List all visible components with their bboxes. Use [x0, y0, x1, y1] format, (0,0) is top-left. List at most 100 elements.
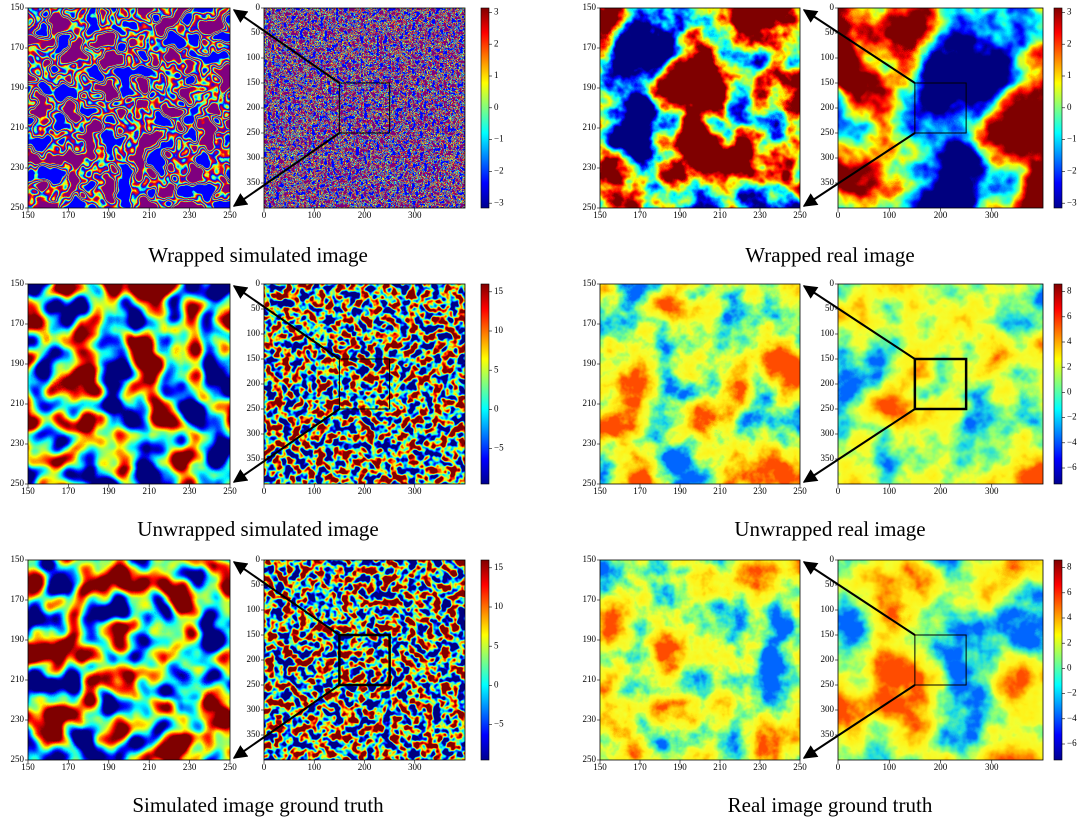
x-tick-label: 190	[102, 210, 116, 220]
y-tick-label: 100	[247, 604, 261, 614]
x-tick-label: 230	[753, 210, 767, 220]
colorbar-tick-label: −2	[1067, 165, 1077, 175]
y-tick-label: 200	[821, 378, 835, 388]
y-tick-label: 150	[821, 353, 835, 363]
colorbar-tick-label: −3	[1067, 197, 1077, 207]
x-tick-label: 230	[753, 486, 767, 496]
caption: Simulated image ground truth	[132, 793, 384, 817]
colorbar-tick-label: 2	[1067, 38, 1072, 48]
colorbar-tick-label: −6	[1067, 462, 1077, 472]
x-tick-label: 0	[836, 210, 841, 220]
y-tick-label: 150	[247, 629, 261, 639]
y-tick-label: 0	[830, 2, 835, 12]
x-tick-label: 300	[408, 486, 422, 496]
y-tick-label: 350	[821, 177, 835, 187]
colorbar-tick-label: −5	[494, 443, 504, 453]
colorbar-tick-label: −4	[1067, 713, 1077, 723]
y-tick-label: 150	[247, 353, 261, 363]
x-tick-label: 190	[102, 762, 116, 772]
y-tick-label: 350	[247, 177, 261, 187]
y-tick-label: 250	[247, 127, 261, 137]
x-tick-label: 170	[633, 762, 647, 772]
colorbar-tick-label: 2	[494, 38, 499, 48]
colorbar-tick-label: 5	[494, 364, 499, 374]
page: {"panels": [ {"caption": "Wrapped simula…	[0, 0, 1082, 819]
figure: 1501701902102302501501701902102302500100…	[0, 0, 1082, 819]
colorbar-tick-label: 1	[1067, 70, 1072, 80]
y-tick-label: 250	[821, 127, 835, 137]
y-tick-label: 150	[247, 77, 261, 87]
x-tick-label: 200	[358, 762, 372, 772]
y-tick-label: 190	[583, 82, 597, 92]
colorbar-tick-label: −2	[1067, 688, 1077, 698]
full-image	[838, 284, 1043, 484]
panel: 1501701902102302501501701902102302500100…	[583, 278, 1078, 541]
full-image	[264, 284, 465, 484]
colorbar-tick-label: −1	[494, 134, 504, 144]
y-tick-label: 230	[11, 162, 25, 172]
x-tick-label: 210	[142, 486, 156, 496]
colorbar-tick-label: −2	[494, 165, 504, 175]
colorbar-tick-label: −4	[1067, 437, 1077, 447]
x-tick-label: 300	[408, 762, 422, 772]
caption: Wrapped real image	[745, 243, 914, 267]
y-tick-label: 190	[11, 82, 25, 92]
colorbar	[481, 560, 489, 760]
x-tick-label: 100	[308, 210, 322, 220]
y-tick-label: 350	[821, 729, 835, 739]
caption: Real image ground truth	[728, 793, 933, 817]
y-tick-label: 0	[256, 278, 261, 288]
y-tick-label: 150	[821, 629, 835, 639]
x-tick-label: 250	[223, 210, 237, 220]
colorbar-tick-label: −1	[1067, 134, 1077, 144]
y-tick-label: 150	[583, 554, 597, 564]
y-tick-label: 350	[247, 729, 261, 739]
colorbar-tick-label: 3	[1067, 6, 1072, 16]
y-tick-label: 250	[247, 679, 261, 689]
x-tick-label: 200	[934, 762, 948, 772]
x-tick-label: 190	[102, 486, 116, 496]
colorbar-tick-label: 4	[1067, 612, 1072, 622]
x-tick-label: 210	[142, 762, 156, 772]
y-tick-label: 210	[11, 398, 25, 408]
full-image	[838, 560, 1043, 760]
colorbar	[1054, 284, 1062, 484]
x-tick-label: 190	[673, 486, 687, 496]
y-tick-label: 200	[247, 654, 261, 664]
y-tick-label: 250	[11, 754, 25, 764]
y-tick-label: 190	[11, 358, 25, 368]
y-tick-label: 300	[821, 704, 835, 714]
y-tick-label: 150	[11, 278, 25, 288]
x-tick-label: 170	[62, 762, 76, 772]
y-tick-label: 250	[11, 202, 25, 212]
y-tick-label: 210	[11, 674, 25, 684]
y-tick-label: 200	[821, 654, 835, 664]
x-tick-label: 210	[713, 210, 727, 220]
y-tick-label: 250	[583, 754, 597, 764]
colorbar-tick-label: −3	[494, 197, 504, 207]
zoom-image	[28, 560, 230, 760]
panel: 1501701902102302501501701902102302500100…	[583, 554, 1078, 817]
colorbar-tick-label: 6	[1067, 587, 1072, 597]
y-tick-label: 250	[821, 679, 835, 689]
full-image	[264, 8, 465, 208]
x-tick-label: 250	[793, 210, 807, 220]
y-tick-label: 0	[256, 2, 261, 12]
colorbar-tick-label: 15	[494, 286, 504, 296]
y-tick-label: 150	[583, 2, 597, 12]
colorbar-tick-label: 8	[1067, 562, 1072, 572]
y-tick-label: 300	[247, 152, 261, 162]
x-tick-label: 210	[713, 762, 727, 772]
colorbar-tick-label: 6	[1067, 311, 1072, 321]
x-tick-label: 100	[308, 486, 322, 496]
y-tick-label: 350	[821, 453, 835, 463]
y-tick-label: 170	[583, 318, 597, 328]
y-tick-label: 100	[821, 52, 835, 62]
x-tick-label: 170	[633, 486, 647, 496]
caption: Unwrapped real image	[734, 517, 925, 541]
x-tick-label: 190	[673, 762, 687, 772]
colorbar-tick-label: −5	[494, 719, 504, 729]
x-tick-label: 190	[673, 210, 687, 220]
